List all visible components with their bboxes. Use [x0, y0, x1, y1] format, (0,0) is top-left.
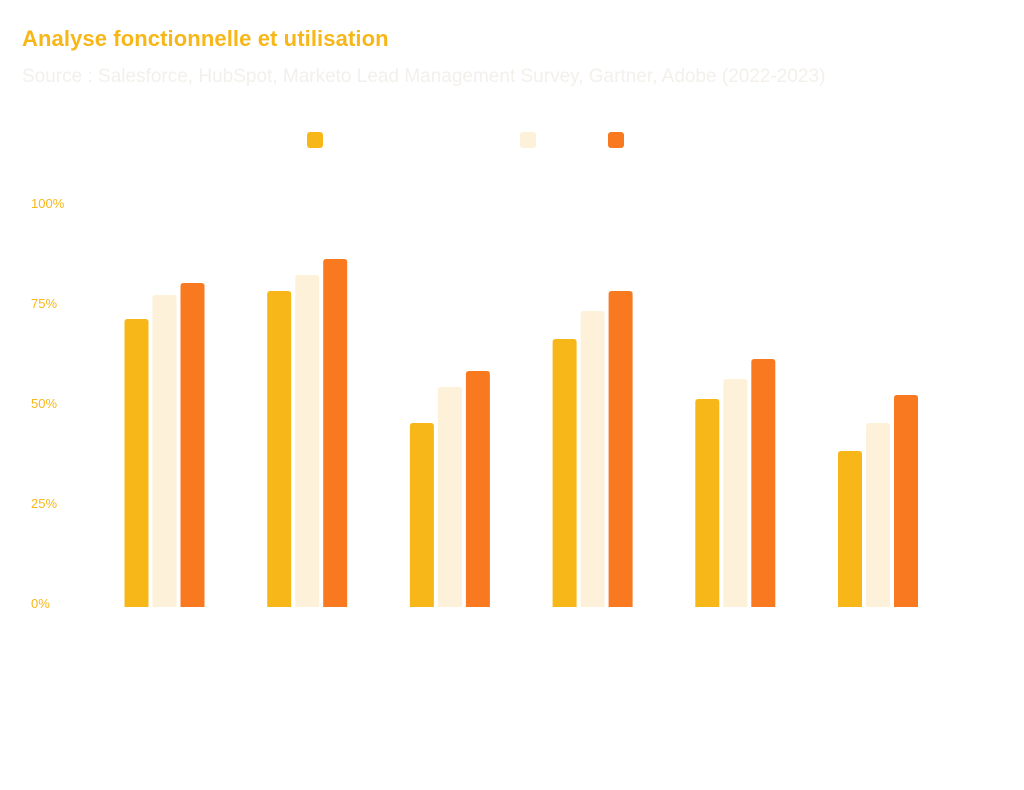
- bar-series-1-category-6: [838, 451, 862, 607]
- bar-series-1-category-4: [552, 339, 577, 607]
- legend-swatch-series-3: [608, 132, 624, 148]
- bar-series-3-category-2: [323, 259, 348, 607]
- chart-title: Analyse fonctionnelle et utilisation: [22, 26, 389, 51]
- y-tick-label: 75%: [31, 296, 57, 311]
- bar-series-2-category-3: [437, 387, 462, 607]
- bar-series-2-category-4: [580, 311, 605, 607]
- y-tick-label: 0%: [31, 596, 50, 611]
- y-tick-label: 50%: [31, 396, 57, 411]
- bar-series-3-category-1: [180, 283, 205, 607]
- chart-source: Source : Salesforce, HubSpot, Marketo Le…: [22, 66, 826, 87]
- bar-series-1-category-5: [695, 399, 720, 607]
- legend-swatch-series-1: [307, 132, 323, 148]
- bars: [124, 259, 918, 607]
- bar-series-3-category-3: [465, 371, 490, 607]
- bar-series-1-category-3: [409, 423, 434, 607]
- legend-swatch-series-2: [520, 132, 536, 148]
- bar-series-3-category-4: [608, 291, 633, 607]
- bar-series-1-category-2: [267, 291, 292, 607]
- bar-series-2-category-1: [152, 295, 177, 607]
- bar-series-3-category-6: [894, 395, 918, 607]
- y-axis: 0% 25% 50% 75% 100%: [31, 196, 65, 611]
- legend: [0, 132, 1024, 152]
- bar-series-1-category-1: [124, 319, 149, 607]
- bar-series-2-category-5: [723, 379, 748, 607]
- bar-series-2-category-2: [295, 275, 320, 607]
- y-tick-label: 100%: [31, 196, 65, 211]
- bar-series-3-category-5: [751, 359, 776, 607]
- y-tick-label: 25%: [31, 496, 57, 511]
- bar-series-2-category-6: [866, 423, 890, 607]
